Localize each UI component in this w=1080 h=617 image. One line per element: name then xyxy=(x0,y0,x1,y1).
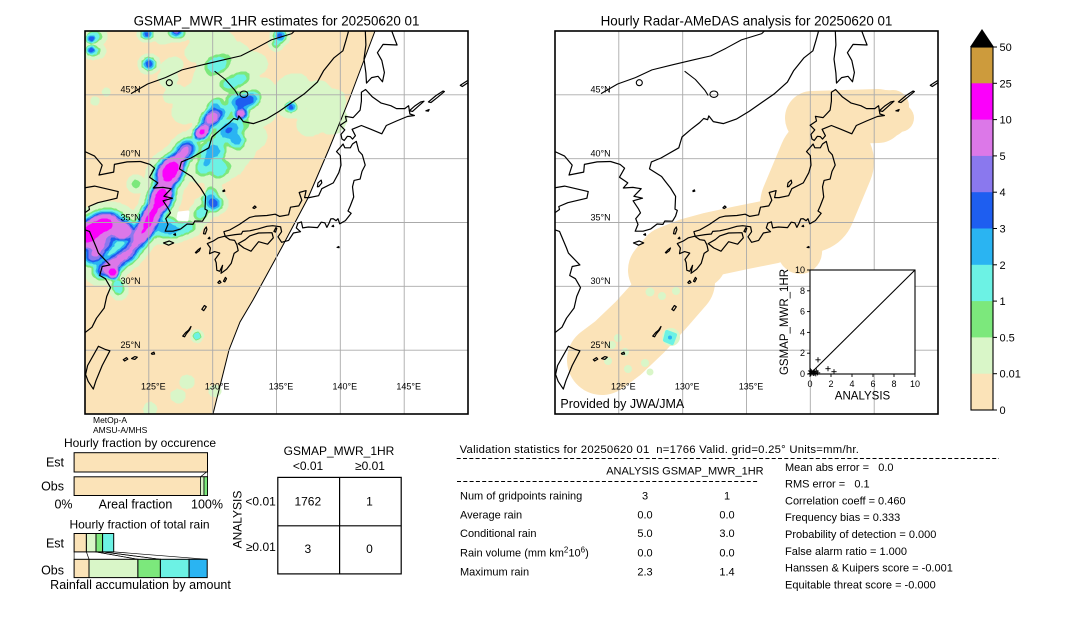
svg-text:Validation statistics for 2025: Validation statistics for 20250620 01 n=… xyxy=(460,444,860,456)
svg-text:MetOp-A: MetOp-A xyxy=(93,415,127,425)
svg-text:6: 6 xyxy=(870,379,875,389)
svg-text:10: 10 xyxy=(1000,115,1012,127)
svg-text:135°E: 135°E xyxy=(269,382,294,392)
svg-text:Average rain: Average rain xyxy=(460,510,522,522)
svg-text:35°N: 35°N xyxy=(591,212,611,222)
svg-text:≥0.01: ≥0.01 xyxy=(246,540,276,554)
svg-text:GSMAP_MWR_1HR: GSMAP_MWR_1HR xyxy=(779,269,791,375)
svg-text:5: 5 xyxy=(1000,151,1006,163)
svg-text:2: 2 xyxy=(1000,260,1006,272)
svg-text:3: 3 xyxy=(642,491,648,503)
svg-text:0.0: 0.0 xyxy=(637,547,652,559)
svg-text:ANALYSIS: ANALYSIS xyxy=(606,466,659,478)
svg-text:Rain volume (mm km2106): Rain volume (mm km2106) xyxy=(460,545,589,560)
svg-text:GSMAP_MWR_1HR: GSMAP_MWR_1HR xyxy=(284,444,395,458)
svg-text:2: 2 xyxy=(800,348,805,358)
svg-text:130°E: 130°E xyxy=(675,382,700,392)
svg-text:Areal fraction: Areal fraction xyxy=(99,498,173,512)
svg-text:40°N: 40°N xyxy=(591,149,611,159)
svg-text:1.4: 1.4 xyxy=(719,566,734,578)
svg-text:4: 4 xyxy=(849,379,854,389)
svg-text:AMSU-A/MHS: AMSU-A/MHS xyxy=(93,425,148,435)
svg-text:Correlation coeff = 0.460: Correlation coeff = 0.460 xyxy=(785,495,906,507)
svg-text:3: 3 xyxy=(304,542,311,556)
svg-text:10: 10 xyxy=(910,379,920,389)
svg-text:35°N: 35°N xyxy=(121,212,141,222)
svg-text:0.0: 0.0 xyxy=(719,547,734,559)
svg-text:GSMAP_MWR_1HR: GSMAP_MWR_1HR xyxy=(662,466,764,478)
svg-text:ANALYSIS: ANALYSIS xyxy=(835,391,891,403)
svg-text:125°E: 125°E xyxy=(141,382,166,392)
svg-text:2.3: 2.3 xyxy=(637,566,652,578)
svg-text:145°E: 145°E xyxy=(396,382,421,392)
svg-text:8: 8 xyxy=(800,286,805,296)
svg-text:2: 2 xyxy=(828,379,833,389)
svg-text:1: 1 xyxy=(1000,296,1006,308)
svg-text:0.0: 0.0 xyxy=(719,510,734,522)
svg-text:1: 1 xyxy=(366,495,373,509)
svg-text:Hourly Radar-AMeDAS analysis f: Hourly Radar-AMeDAS analysis for 2025062… xyxy=(601,14,893,29)
svg-text:<0.01: <0.01 xyxy=(245,495,276,509)
svg-text:Provided by JWA/JMA: Provided by JWA/JMA xyxy=(560,397,685,411)
svg-text:5.0: 5.0 xyxy=(637,528,652,540)
svg-text:140°E: 140°E xyxy=(332,382,357,392)
svg-text:25: 25 xyxy=(1000,78,1012,90)
svg-text:Est: Est xyxy=(46,537,65,551)
svg-text:130°E: 130°E xyxy=(205,382,230,392)
svg-text:Frequency bias = 0.333: Frequency bias = 0.333 xyxy=(785,512,900,524)
svg-text:Conditional rain: Conditional rain xyxy=(460,528,536,540)
svg-text:ANALYSIS: ANALYSIS xyxy=(231,491,245,549)
svg-text:Num of gridpoints raining: Num of gridpoints raining xyxy=(460,491,582,503)
svg-text:RMS error = 0.1: RMS error = 0.1 xyxy=(785,479,870,491)
svg-text:GSMAP_MWR_1HR estimates for 20: GSMAP_MWR_1HR estimates for 20250620 01 xyxy=(134,14,420,29)
svg-text:1762: 1762 xyxy=(294,495,321,509)
svg-text:0.5: 0.5 xyxy=(1000,332,1015,344)
svg-text:Est: Est xyxy=(46,456,65,470)
svg-text:0.01: 0.01 xyxy=(1000,369,1021,381)
svg-text:4: 4 xyxy=(1000,187,1006,199)
svg-text:25°N: 25°N xyxy=(121,340,141,350)
svg-text:0%: 0% xyxy=(54,498,72,512)
svg-text:135°E: 135°E xyxy=(739,382,764,392)
svg-text:≥0.01: ≥0.01 xyxy=(355,459,385,473)
svg-text:4: 4 xyxy=(800,327,805,337)
svg-text:3: 3 xyxy=(1000,224,1006,236)
svg-text:30°N: 30°N xyxy=(121,276,141,286)
svg-text:0: 0 xyxy=(800,369,805,379)
svg-text:30°N: 30°N xyxy=(591,276,611,286)
svg-text:Mean abs error = 0.0: Mean abs error = 0.0 xyxy=(785,462,894,474)
svg-text:0: 0 xyxy=(366,542,373,556)
svg-text:45°N: 45°N xyxy=(591,85,611,95)
svg-text:8: 8 xyxy=(891,379,896,389)
svg-text:Obs: Obs xyxy=(41,564,64,578)
svg-text:Hourly fraction of total rain: Hourly fraction of total rain xyxy=(69,518,209,532)
svg-text:10: 10 xyxy=(795,265,805,275)
svg-text:0.0: 0.0 xyxy=(637,510,652,522)
svg-text:3.0: 3.0 xyxy=(719,528,734,540)
svg-text:25°N: 25°N xyxy=(591,340,611,350)
svg-text:Hanssen & Kuipers score = -0.0: Hanssen & Kuipers score = -0.001 xyxy=(785,563,953,575)
svg-text:50: 50 xyxy=(1000,42,1012,54)
svg-text:Obs: Obs xyxy=(41,480,64,494)
svg-text:125°E: 125°E xyxy=(611,382,636,392)
svg-text:Probability of detection = 0.: Probability of detection = 0.000 xyxy=(785,529,936,541)
svg-text:<0.01: <0.01 xyxy=(293,459,324,473)
svg-text:0: 0 xyxy=(1000,405,1006,417)
svg-text:6: 6 xyxy=(800,307,805,317)
svg-text:Hourly fraction by occurence: Hourly fraction by occurence xyxy=(64,436,216,450)
svg-text:100%: 100% xyxy=(191,498,223,512)
svg-text:Rainfall accumulation by amoun: Rainfall accumulation by amount xyxy=(50,578,231,592)
svg-text:40°N: 40°N xyxy=(121,149,141,159)
svg-text:45°N: 45°N xyxy=(121,85,141,95)
svg-text:Maximum rain: Maximum rain xyxy=(460,566,529,578)
svg-text:Equitable threat score = -0.00: Equitable threat score = -0.000 xyxy=(785,579,936,591)
svg-text:0: 0 xyxy=(807,379,812,389)
svg-text:1: 1 xyxy=(724,491,730,503)
svg-text:False alarm ratio = 1.000: False alarm ratio = 1.000 xyxy=(785,546,907,558)
